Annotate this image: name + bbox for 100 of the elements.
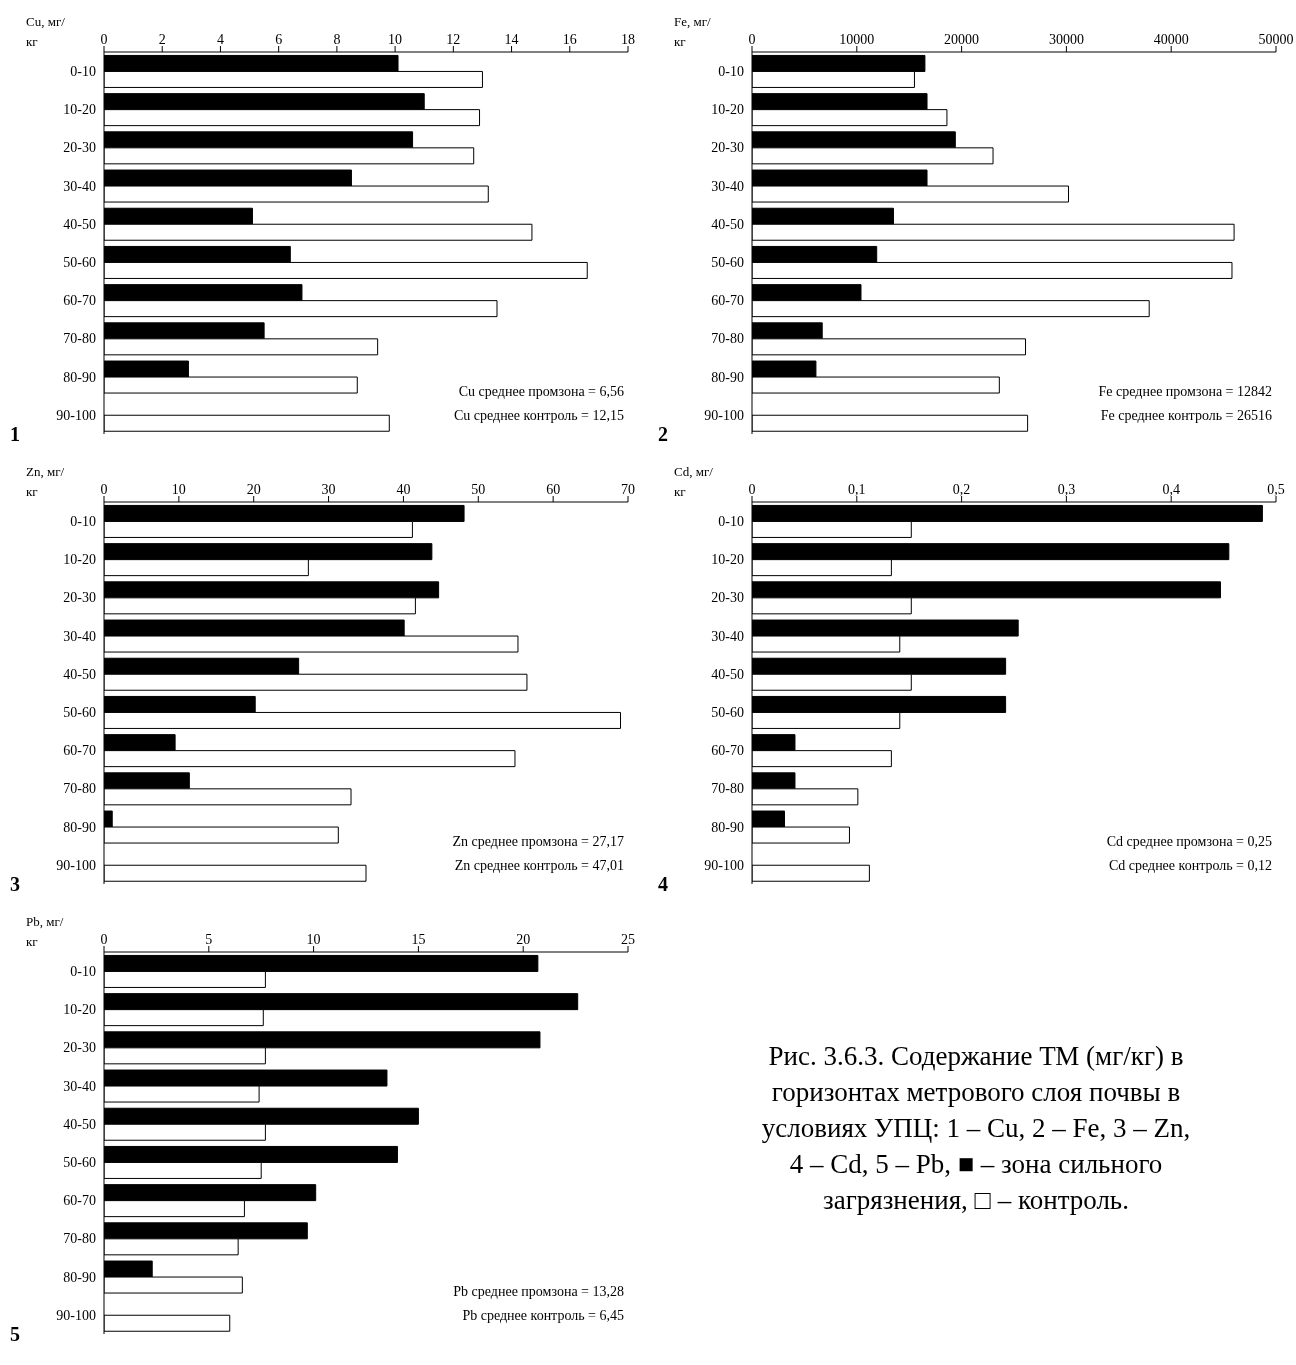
y-tick-label: 90-100	[56, 407, 96, 423]
x-tick-label: 0,4	[1162, 482, 1180, 497]
y-tick-label: 80-90	[63, 1269, 96, 1285]
y-tick-label: 70-80	[711, 781, 744, 797]
y-tick-label: 0-10	[70, 514, 96, 530]
annotation: Pb среднее контроль = 6,45	[461, 1307, 624, 1325]
x-tick-label: 30	[321, 482, 336, 497]
y-tick-label: 10-20	[711, 552, 744, 568]
y-tick-label: 50-60	[711, 255, 744, 271]
y-tick-label: 30-40	[711, 628, 744, 644]
y-tick-label: 70-80	[63, 781, 96, 797]
text: 5	[10, 1323, 20, 1346]
y-tick-label: 10-20	[63, 552, 96, 568]
y-tick-label: 20-30	[63, 590, 96, 606]
y-tick-label: 80-90	[711, 819, 744, 835]
y-tick-label: 90-100	[704, 857, 744, 873]
x-tick-label: 40000	[1153, 32, 1189, 47]
x-tick-label: 20000	[944, 32, 980, 47]
x-tick-label: 10	[388, 32, 403, 47]
x-tick-label: 50	[471, 482, 486, 497]
y-tick-label: 90-100	[56, 857, 96, 873]
x-axis-title: Fe, мг/кг	[674, 13, 712, 51]
y-tick-label: 10-20	[63, 102, 96, 118]
annotation: Zn среднее промзона = 27,17	[452, 833, 624, 851]
y-tick-label: 50-60	[711, 705, 744, 721]
y-tick-label: 0-10	[70, 964, 96, 980]
y-tick-label: 40-50	[63, 1116, 96, 1132]
y-tick-label: 60-70	[63, 293, 96, 309]
x-tick-label: 60	[546, 482, 561, 497]
x-tick-label: 0	[748, 32, 756, 47]
x-tick-label: 10	[171, 482, 186, 497]
y-tick-label: 80-90	[63, 819, 96, 835]
annotation: Zn среднее контроль = 47,01	[453, 857, 624, 875]
y-tick-label: 40-50	[711, 666, 744, 682]
x-tick-label: 18	[621, 32, 635, 47]
y-tick-label: 80-90	[711, 369, 744, 385]
x-tick-label: 0	[748, 482, 756, 497]
annotation: Cu среднее промзона = 6,56	[457, 383, 624, 401]
y-tick-label: 40-50	[63, 666, 96, 682]
y-tick-label: 60-70	[63, 1193, 96, 1209]
x-tick-label: 30000	[1048, 32, 1084, 47]
y-tick-label: 10-20	[63, 1002, 96, 1018]
x-tick-label: 8	[333, 32, 341, 47]
x-tick-label: 0,1	[848, 482, 866, 497]
y-tick-label: 20-30	[711, 590, 744, 606]
x-axis-title: Cu, мг/кг	[26, 13, 66, 51]
x-tick-label: 0	[100, 482, 108, 497]
annotation: Cu среднее контроль = 12,15	[453, 407, 624, 425]
y-tick-label: 60-70	[711, 293, 744, 309]
x-tick-label: 0,3	[1057, 482, 1076, 497]
y-tick-label: 80-90	[63, 369, 96, 385]
annotation: Pb среднее промзона = 13,28	[453, 1283, 624, 1301]
y-tick-label: 0-10	[70, 64, 96, 80]
text: 2	[658, 423, 668, 446]
x-tick-label: 0,2	[952, 482, 971, 497]
y-tick-label: 0-10	[718, 64, 744, 80]
y-tick-label: 30-40	[63, 628, 96, 644]
x-tick-label: 20	[246, 482, 261, 497]
x-tick-label: 40	[396, 482, 411, 497]
y-tick-label: 40-50	[711, 216, 744, 232]
y-tick-label: 50-60	[63, 255, 96, 271]
y-tick-label: 60-70	[711, 743, 744, 759]
x-tick-label: 0	[100, 32, 108, 47]
y-tick-label: 70-80	[63, 331, 96, 347]
text: 4	[658, 873, 668, 896]
x-tick-label: 5	[205, 932, 213, 947]
x-axis-title: Pb, мг/кг	[26, 913, 65, 951]
x-tick-label: 70	[621, 482, 635, 497]
y-tick-label: 70-80	[63, 1231, 96, 1247]
annotation: Fe среднее промзона = 12842	[1098, 383, 1272, 401]
y-tick-label: 20-30	[63, 140, 96, 156]
text: 1	[10, 423, 20, 446]
x-tick-label: 0,5	[1267, 482, 1285, 497]
x-tick-label: 15	[411, 932, 426, 947]
x-tick-label: 4	[216, 32, 224, 47]
y-tick-label: 20-30	[711, 140, 744, 156]
y-tick-label: 70-80	[711, 331, 744, 347]
x-tick-label: 6	[275, 32, 283, 47]
x-tick-label: 2	[158, 32, 166, 47]
y-tick-label: 90-100	[56, 1307, 96, 1323]
x-tick-label: 16	[562, 32, 577, 47]
x-tick-label: 25	[621, 932, 635, 947]
y-tick-label: 30-40	[63, 178, 96, 194]
y-tick-label: 90-100	[704, 407, 744, 423]
x-axis-title: Cd, мг/кг	[674, 463, 714, 501]
y-tick-label: 30-40	[63, 1078, 96, 1094]
annotation: Cd среднее контроль = 0,12	[1107, 857, 1272, 875]
x-tick-label: 14	[504, 32, 519, 47]
y-tick-label: 50-60	[63, 1155, 96, 1171]
x-tick-label: 10	[306, 932, 321, 947]
annotation: Fe среднее контроль = 26516	[1099, 407, 1272, 425]
y-tick-label: 40-50	[63, 216, 96, 232]
y-tick-label: 50-60	[63, 705, 96, 721]
y-tick-label: 30-40	[711, 178, 744, 194]
x-tick-label: 20	[516, 932, 531, 947]
text: Рис. 3.6.3. Содержание ТМ (мг/кг) в горизонтах метрового слоя почвы в условиях УПЦ: 1 – Cu, 2 – Fe, 3 – Zn, 4 – Cd, 5 – Pb, ■ – зона сильного загрязнения, □ – контроль.	[760, 1040, 1192, 1217]
y-tick-label: 0-10	[718, 514, 744, 530]
y-tick-label: 20-30	[63, 1040, 96, 1056]
y-tick-label: 60-70	[63, 743, 96, 759]
x-tick-label: 10000	[839, 32, 875, 47]
